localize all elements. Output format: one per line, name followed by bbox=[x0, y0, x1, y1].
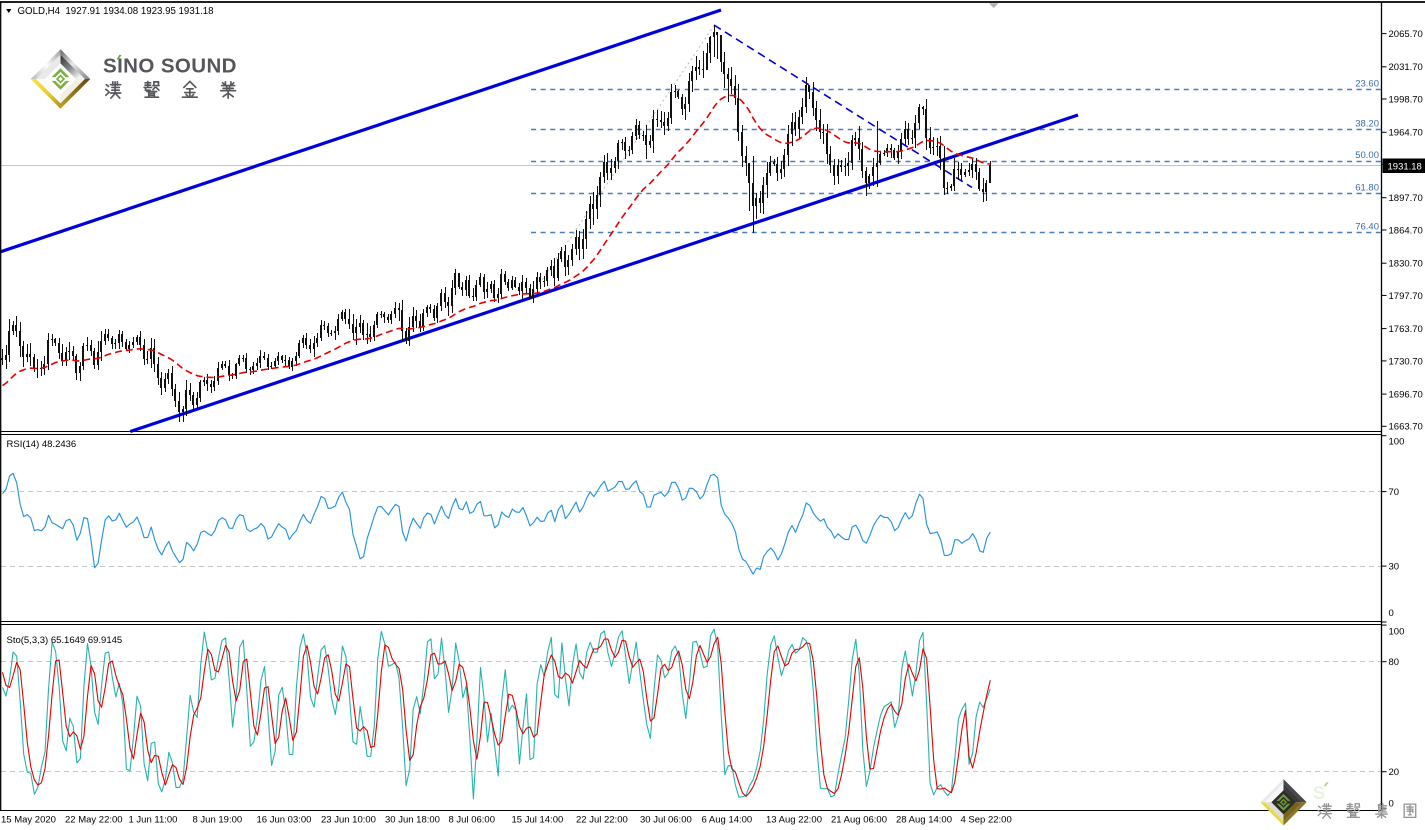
svg-text:2031.70: 2031.70 bbox=[1389, 62, 1423, 73]
svg-text:13 Aug 22:00: 13 Aug 22:00 bbox=[766, 815, 822, 826]
svg-text:50.00: 50.00 bbox=[1355, 150, 1379, 161]
svg-text:15 May 2020: 15 May 2020 bbox=[1, 815, 56, 826]
svg-text:16 Jun 03:00: 16 Jun 03:00 bbox=[257, 815, 312, 826]
svg-text:GOLD,H4 1927.91 1934.08 1923.: GOLD,H4 1927.91 1934.08 1923.95 1931.18 bbox=[18, 6, 214, 17]
svg-text:1897.70: 1897.70 bbox=[1389, 193, 1423, 204]
svg-text:8 Jul 06:00: 8 Jul 06:00 bbox=[449, 815, 495, 826]
svg-text:1 Jun 11:00: 1 Jun 11:00 bbox=[129, 815, 178, 826]
svg-text:70: 70 bbox=[1389, 487, 1400, 498]
svg-text:0: 0 bbox=[1389, 798, 1394, 809]
svg-text:61.80: 61.80 bbox=[1355, 182, 1379, 193]
svg-text:1763.70: 1763.70 bbox=[1389, 324, 1423, 335]
svg-text:1663.70: 1663.70 bbox=[1389, 422, 1423, 433]
svg-text:1998.70: 1998.70 bbox=[1389, 94, 1423, 105]
svg-text:23.60: 23.60 bbox=[1355, 79, 1379, 90]
svg-text:23 Jun 10:00: 23 Jun 10:00 bbox=[321, 815, 376, 826]
svg-text:30 Jun 18:00: 30 Jun 18:00 bbox=[385, 815, 440, 826]
svg-text:15 Jul 14:00: 15 Jul 14:00 bbox=[512, 815, 564, 826]
svg-text:0: 0 bbox=[1389, 608, 1394, 619]
svg-text:SINO SOUND: SINO SOUND bbox=[103, 55, 237, 78]
svg-text:30 Jul 06:00: 30 Jul 06:00 bbox=[640, 815, 692, 826]
svg-text:4 Sep 22:00: 4 Sep 22:00 bbox=[961, 815, 1012, 826]
svg-text:76.40: 76.40 bbox=[1355, 221, 1379, 232]
svg-text:8 Jun 19:00: 8 Jun 19:00 bbox=[193, 815, 243, 826]
svg-text:1830.70: 1830.70 bbox=[1389, 259, 1423, 270]
svg-text:RSI(14) 48.2436: RSI(14) 48.2436 bbox=[7, 439, 77, 450]
svg-text:28 Aug 14:00: 28 Aug 14:00 bbox=[896, 815, 952, 826]
svg-text:2065.70: 2065.70 bbox=[1389, 29, 1423, 40]
svg-text:1730.70: 1730.70 bbox=[1389, 356, 1423, 367]
svg-text:S: S bbox=[1313, 783, 1325, 803]
svg-text:21 Aug 06:00: 21 Aug 06:00 bbox=[831, 815, 887, 826]
svg-text:22 May 22:00: 22 May 22:00 bbox=[65, 815, 123, 826]
svg-text:1696.70: 1696.70 bbox=[1389, 390, 1423, 401]
svg-text:1964.70: 1964.70 bbox=[1389, 128, 1423, 139]
svg-text:30: 30 bbox=[1389, 562, 1400, 573]
svg-text:80: 80 bbox=[1389, 657, 1400, 668]
svg-text:1931.18: 1931.18 bbox=[1388, 162, 1422, 173]
svg-text:1864.70: 1864.70 bbox=[1389, 225, 1423, 236]
svg-text:100: 100 bbox=[1389, 626, 1405, 637]
svg-text:Sto(5,3,3) 65.1649 69.9145: Sto(5,3,3) 65.1649 69.9145 bbox=[7, 635, 123, 646]
svg-text:1797.70: 1797.70 bbox=[1389, 291, 1423, 302]
svg-text:20: 20 bbox=[1389, 767, 1400, 778]
svg-text:38.20: 38.20 bbox=[1355, 119, 1379, 130]
svg-text:22 Jul 22:00: 22 Jul 22:00 bbox=[576, 815, 628, 826]
svg-text:100: 100 bbox=[1389, 436, 1405, 447]
svg-text:6 Aug 14:00: 6 Aug 14:00 bbox=[702, 815, 753, 826]
